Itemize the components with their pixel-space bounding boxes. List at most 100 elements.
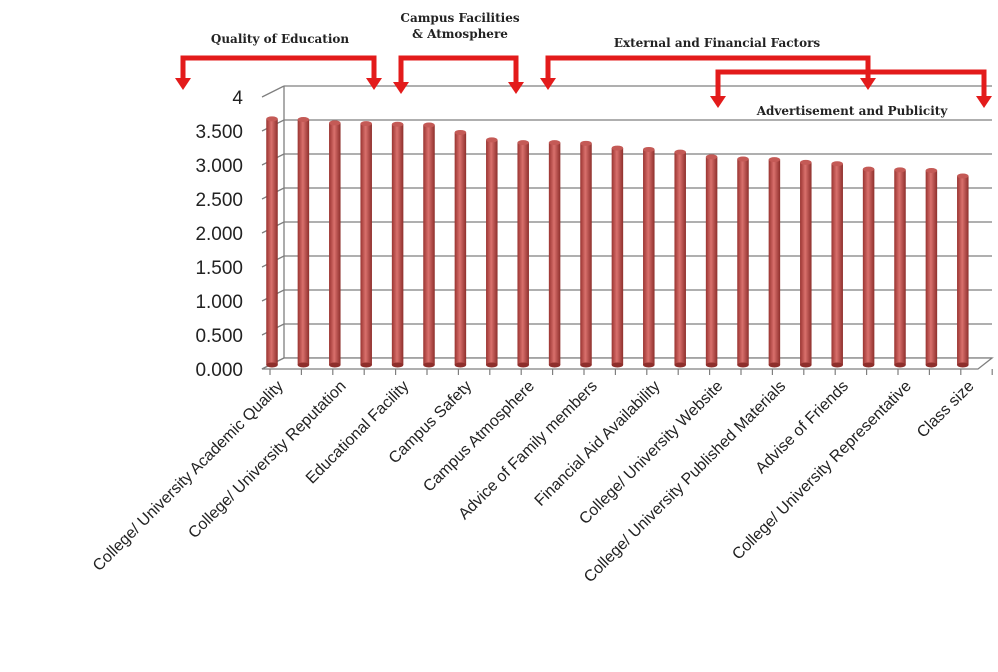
bar (768, 157, 781, 368)
bar-body (360, 123, 372, 365)
bar-top (454, 129, 467, 135)
y-tick-label: 3.000 (195, 156, 243, 177)
bar-top (957, 173, 969, 179)
bar-body (925, 170, 938, 365)
bar-base (454, 362, 467, 368)
bar-top (486, 137, 498, 143)
bar-base (486, 362, 498, 368)
bar-top (266, 116, 278, 122)
bar-body (957, 175, 969, 365)
bar-base (800, 362, 812, 368)
bar (329, 120, 341, 368)
bar (894, 167, 906, 368)
annotation-bracket (540, 55, 876, 90)
bar-top (705, 154, 718, 160)
bar-body (266, 118, 278, 365)
bar-body (800, 162, 812, 365)
bar-top (297, 117, 310, 123)
bar (486, 137, 498, 368)
bar-base (862, 362, 875, 368)
bar-body (423, 124, 435, 366)
bars (266, 116, 969, 368)
bar (957, 173, 969, 368)
bar-top (925, 168, 938, 174)
y-tick-label: 1.000 (195, 292, 243, 313)
arrow-head-icon (710, 96, 726, 108)
bar-body (674, 152, 686, 365)
bar-body (831, 163, 843, 365)
x-axis-ticks (269, 369, 993, 375)
x-category-label: Educational Facility (303, 378, 412, 487)
bar (737, 156, 749, 368)
bar (611, 145, 624, 368)
bar-base (768, 362, 781, 368)
bar-body (486, 139, 498, 365)
bar (266, 116, 278, 368)
bar-base (360, 362, 372, 368)
y-tick-label: 2.000 (195, 224, 243, 245)
bar-top (391, 121, 404, 127)
bar-base (329, 362, 341, 368)
bar-base (705, 362, 718, 368)
bar-top (831, 161, 843, 167)
bar-top (580, 140, 592, 146)
bar-top (800, 159, 812, 165)
bar (297, 117, 310, 368)
bar (517, 140, 529, 368)
annotation-label: Quality of Education (211, 32, 350, 46)
bar-top (517, 140, 529, 146)
bar-body (297, 119, 310, 366)
bracket-line (715, 69, 987, 98)
y-tick-label: 2.500 (195, 190, 243, 211)
bar-top (611, 145, 624, 151)
y-tick-label: 3.500 (195, 122, 243, 143)
bar (705, 154, 718, 368)
annotation-bracket (393, 55, 524, 94)
y-tick-label: 4 (232, 88, 243, 109)
y-tick-label: 0.500 (195, 326, 243, 347)
bracket-line (180, 55, 377, 80)
bar-body (643, 149, 655, 365)
bar-base (831, 362, 843, 368)
bar-body (391, 124, 404, 365)
arrow-head-icon (175, 78, 191, 90)
bracket-line (545, 55, 871, 80)
bar-body (705, 156, 718, 365)
bar-body (517, 142, 529, 365)
y-tick-label: 1.500 (195, 258, 243, 279)
bar-base (737, 362, 749, 368)
bar (391, 121, 404, 368)
arrow-head-icon (540, 78, 556, 90)
bar-base (391, 362, 404, 368)
bar (800, 159, 812, 368)
bar (423, 122, 435, 368)
bar (548, 140, 561, 368)
bar-top (768, 157, 781, 163)
bar-base (643, 362, 655, 368)
bar-base (297, 362, 310, 368)
annotation-bracket (710, 69, 992, 108)
bar-base (266, 362, 278, 368)
x-category-label: Financial Aid Availability (532, 378, 664, 510)
y-axis-ticks: 0.000 0.500 1.000 1.500 2.000 2.500 3.000 3.500… (195, 88, 243, 381)
bar-body (862, 169, 875, 365)
bar-base (423, 362, 435, 368)
bar (925, 168, 938, 368)
bar-base (925, 362, 938, 368)
bar (454, 129, 467, 368)
bar (862, 166, 875, 368)
bar (831, 161, 843, 368)
arrow-head-icon (860, 78, 876, 90)
annotation-label: External and Financial Factors (614, 36, 821, 50)
bar-base (517, 362, 529, 368)
annotation-label: & Atmosphere (412, 27, 508, 41)
group-annotations: Quality of Education Campus Facilities & A… (175, 11, 992, 118)
bar-top (894, 167, 906, 173)
bar-base (674, 362, 686, 368)
bar (360, 121, 372, 368)
bar (674, 149, 686, 368)
bar-top (737, 156, 749, 162)
bar-body (454, 132, 467, 365)
bar-body (329, 122, 341, 365)
